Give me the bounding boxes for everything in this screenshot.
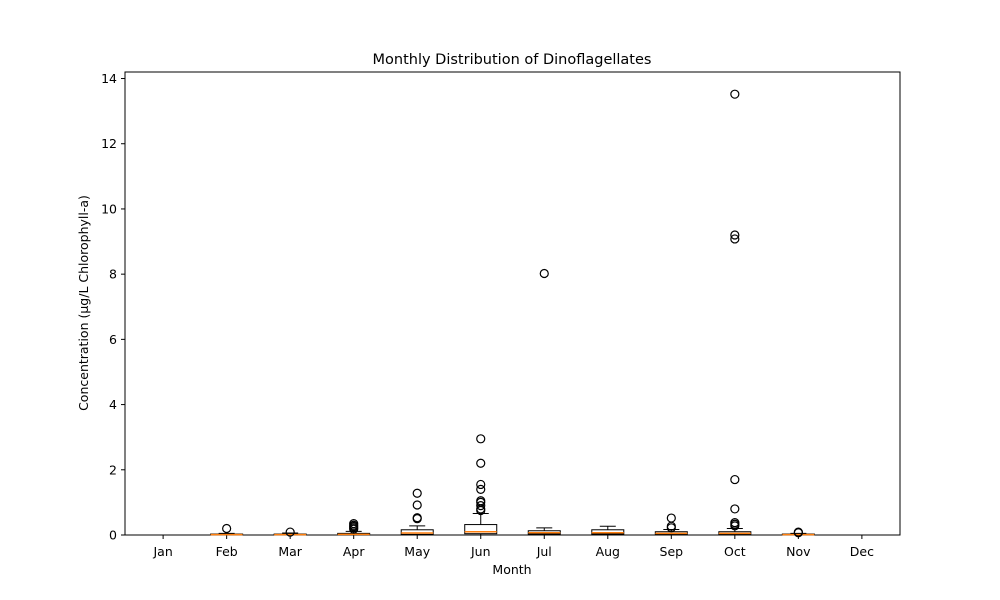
x-tick-label: May — [404, 544, 430, 559]
x-tick-label: Feb — [216, 544, 238, 559]
outlier-point — [476, 434, 486, 444]
outlier-point — [539, 268, 549, 279]
y-tick-label: 10 — [101, 201, 117, 216]
y-tick-label: 0 — [109, 528, 117, 543]
y-tick-label: 6 — [109, 332, 117, 347]
y-tick-label: 4 — [109, 397, 117, 412]
box-iqr — [400, 529, 434, 535]
x-tick-label: Oct — [724, 544, 746, 559]
x-tick-label: Jul — [536, 544, 552, 559]
outlier-point — [285, 527, 295, 537]
x-tick-label: Dec — [850, 544, 874, 559]
outlier-point — [730, 474, 740, 485]
x-tick-label: Aug — [596, 544, 620, 559]
x-tick-label: Jun — [470, 544, 491, 559]
outlier-point — [222, 523, 232, 534]
x-tick-label: Sep — [660, 544, 684, 559]
outlier-point — [412, 488, 422, 498]
y-tick-label: 12 — [101, 136, 117, 151]
y-tick-label: 8 — [109, 267, 117, 282]
outlier-point — [476, 501, 486, 511]
x-tick-label: Mar — [278, 544, 302, 559]
box-iqr — [464, 524, 498, 535]
plot-area: 0 2 4 6 8 10 12 14 Jan Feb Mar Apr May Jun Jul Aug Sep Oc… — [101, 71, 901, 559]
outlier-point — [730, 504, 740, 514]
outlier-point — [730, 234, 740, 244]
axes-frame — [124, 71, 901, 536]
box-iqr — [591, 529, 625, 535]
outlier-point — [730, 89, 740, 99]
outlier-point — [730, 230, 740, 240]
outlier-point — [349, 518, 359, 529]
outlier-point — [412, 500, 422, 510]
y-axis-label: Concentration (µg/L Chlorophyll-a) — [76, 195, 91, 411]
outlier-point — [476, 496, 486, 506]
x-tick-label: Nov — [786, 544, 811, 559]
y-tick-label: 14 — [101, 71, 117, 86]
outlier-point — [412, 513, 422, 523]
x-axis-label: Month — [492, 562, 531, 577]
chart-title: Monthly Distribution of Dinoflagellates — [373, 52, 652, 68]
y-tick-label: 2 — [109, 462, 117, 477]
outlier-point — [666, 513, 676, 523]
x-tick-label: Jan — [152, 544, 172, 559]
outlier-point — [476, 484, 486, 494]
outlier-point — [793, 527, 803, 537]
outlier-point — [476, 479, 486, 490]
outlier-point — [476, 458, 486, 468]
x-tick-label: Apr — [343, 544, 365, 559]
outlier-point — [730, 518, 740, 528]
